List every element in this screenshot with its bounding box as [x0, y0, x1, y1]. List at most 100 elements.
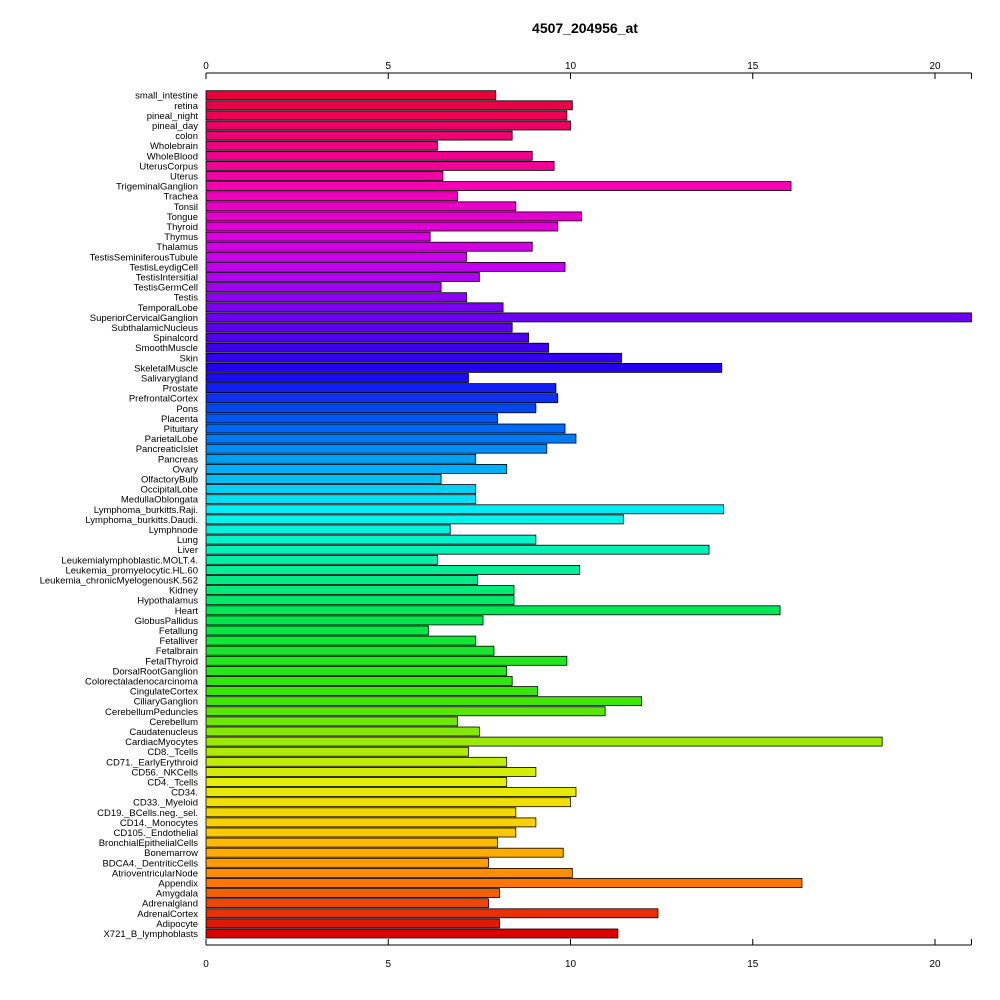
category-label: PancreaticIslet [136, 444, 199, 455]
bar [205, 352, 622, 363]
category-label: SubthalamicNucleus [111, 323, 198, 334]
category-label: Fetalliver [159, 636, 198, 647]
category-label: Liver [177, 545, 198, 556]
bar [205, 362, 723, 373]
top-tick-label: 5 [385, 61, 391, 72]
top-tick-label: 20 [929, 61, 941, 72]
bar [205, 777, 508, 787]
bar [205, 393, 559, 404]
bar [205, 140, 438, 151]
category-label: Tongue [167, 212, 198, 223]
bottom-tick-label: 0 [203, 959, 209, 970]
category-label: Tonsil [174, 202, 198, 213]
category-label: Thyroid [166, 222, 198, 233]
chart-title: 4507_204956_at [532, 20, 638, 36]
category-label: Leukemia_promyelocytic.HL.60 [65, 565, 198, 576]
category-label: DorsalRootGanglion [112, 666, 198, 677]
bar [205, 575, 478, 585]
bar [205, 696, 642, 707]
bar [205, 797, 571, 808]
bar [205, 878, 803, 888]
category-label: CD71._EarlyErythroid [106, 757, 198, 768]
category-label: Leukemia_chronicMyelogenousK.562 [40, 576, 198, 587]
category-label: TrigeminalGanglion [116, 182, 198, 193]
bar [205, 565, 581, 575]
bar [205, 443, 548, 454]
category-label: Pancreas [158, 454, 198, 465]
category-label: Fetalbrain [156, 646, 198, 657]
category-label: Cerebellum [149, 717, 198, 728]
category-label: AtrioventricularNode [112, 868, 198, 879]
category-label: TemporalLobe [138, 303, 198, 314]
bar [205, 746, 469, 757]
bar [205, 857, 489, 868]
bar [205, 686, 539, 696]
category-label: Lung [177, 535, 198, 546]
category-label: Prostate [163, 384, 198, 395]
bar [205, 383, 557, 394]
category-label: small_intestine [135, 91, 198, 102]
category-label: CD56._NKCells [131, 767, 198, 778]
category-label: PrefrontalCortex [129, 394, 198, 405]
category-label: BDCA4._DentriticCells [102, 858, 198, 869]
category-label: GlobusPallidus [135, 616, 199, 627]
category-label: X721_B_lymphoblasts [103, 929, 198, 940]
bar [205, 312, 972, 323]
bar [205, 645, 495, 656]
category-label: Ovary [173, 464, 199, 475]
top-tick-label: 0 [203, 61, 209, 72]
bar [205, 423, 566, 434]
bar [205, 221, 559, 232]
category-label: TestisIntersitial [136, 273, 198, 284]
category-label: Appendix [158, 879, 198, 890]
category-label: CiliaryGanglion [134, 697, 198, 708]
bar [205, 807, 517, 818]
bar [205, 302, 504, 313]
category-label: Spinalcord [153, 333, 198, 344]
bar [205, 251, 468, 262]
bar [205, 272, 480, 282]
bar [205, 171, 444, 181]
category-label: Hypothalamus [137, 596, 198, 607]
bar [205, 524, 451, 535]
bar [205, 655, 568, 666]
bar [205, 494, 477, 505]
category-label: Colorectaladenocarcinoma [85, 677, 199, 688]
category-label: Pituitary [164, 424, 199, 435]
category-label: ParietalLobe [145, 434, 198, 445]
category-label: Wholebrain [150, 141, 198, 152]
bar [205, 585, 515, 595]
category-label: CD19._BCells.neg._sel. [97, 808, 198, 819]
category-label: Adipocyte [156, 919, 198, 930]
category-label: CingulateCortex [130, 687, 198, 698]
category-label: TestisGermCell [134, 283, 198, 294]
bar [205, 322, 513, 333]
category-label: AdrenalCortex [137, 909, 198, 920]
category-label: UterusCorpus [139, 161, 198, 172]
category-label: SmoothMuscle [135, 343, 198, 354]
bar [205, 554, 438, 565]
category-label: WholeBlood [147, 151, 198, 162]
bar [205, 100, 573, 111]
category-label: pineal_night [147, 111, 199, 122]
bar [205, 231, 431, 242]
category-label: Caudatenucleus [129, 727, 198, 738]
bar [205, 292, 468, 303]
category-label: retina [174, 101, 198, 112]
bar [205, 676, 513, 686]
bar [205, 130, 513, 141]
category-label: colon [175, 131, 198, 142]
bar [205, 605, 781, 616]
bar [205, 666, 508, 676]
bar [205, 817, 537, 828]
category-label: Amygdala [156, 889, 199, 900]
bar [205, 474, 442, 484]
category-label: CD4._Tcells [147, 778, 198, 789]
bar [205, 484, 477, 495]
category-label: Skin [180, 353, 198, 364]
category-label: Lymphnode [149, 525, 198, 536]
bar [205, 888, 500, 898]
bar [205, 413, 499, 424]
category-label: Placenta [161, 414, 199, 425]
bar [205, 595, 515, 606]
